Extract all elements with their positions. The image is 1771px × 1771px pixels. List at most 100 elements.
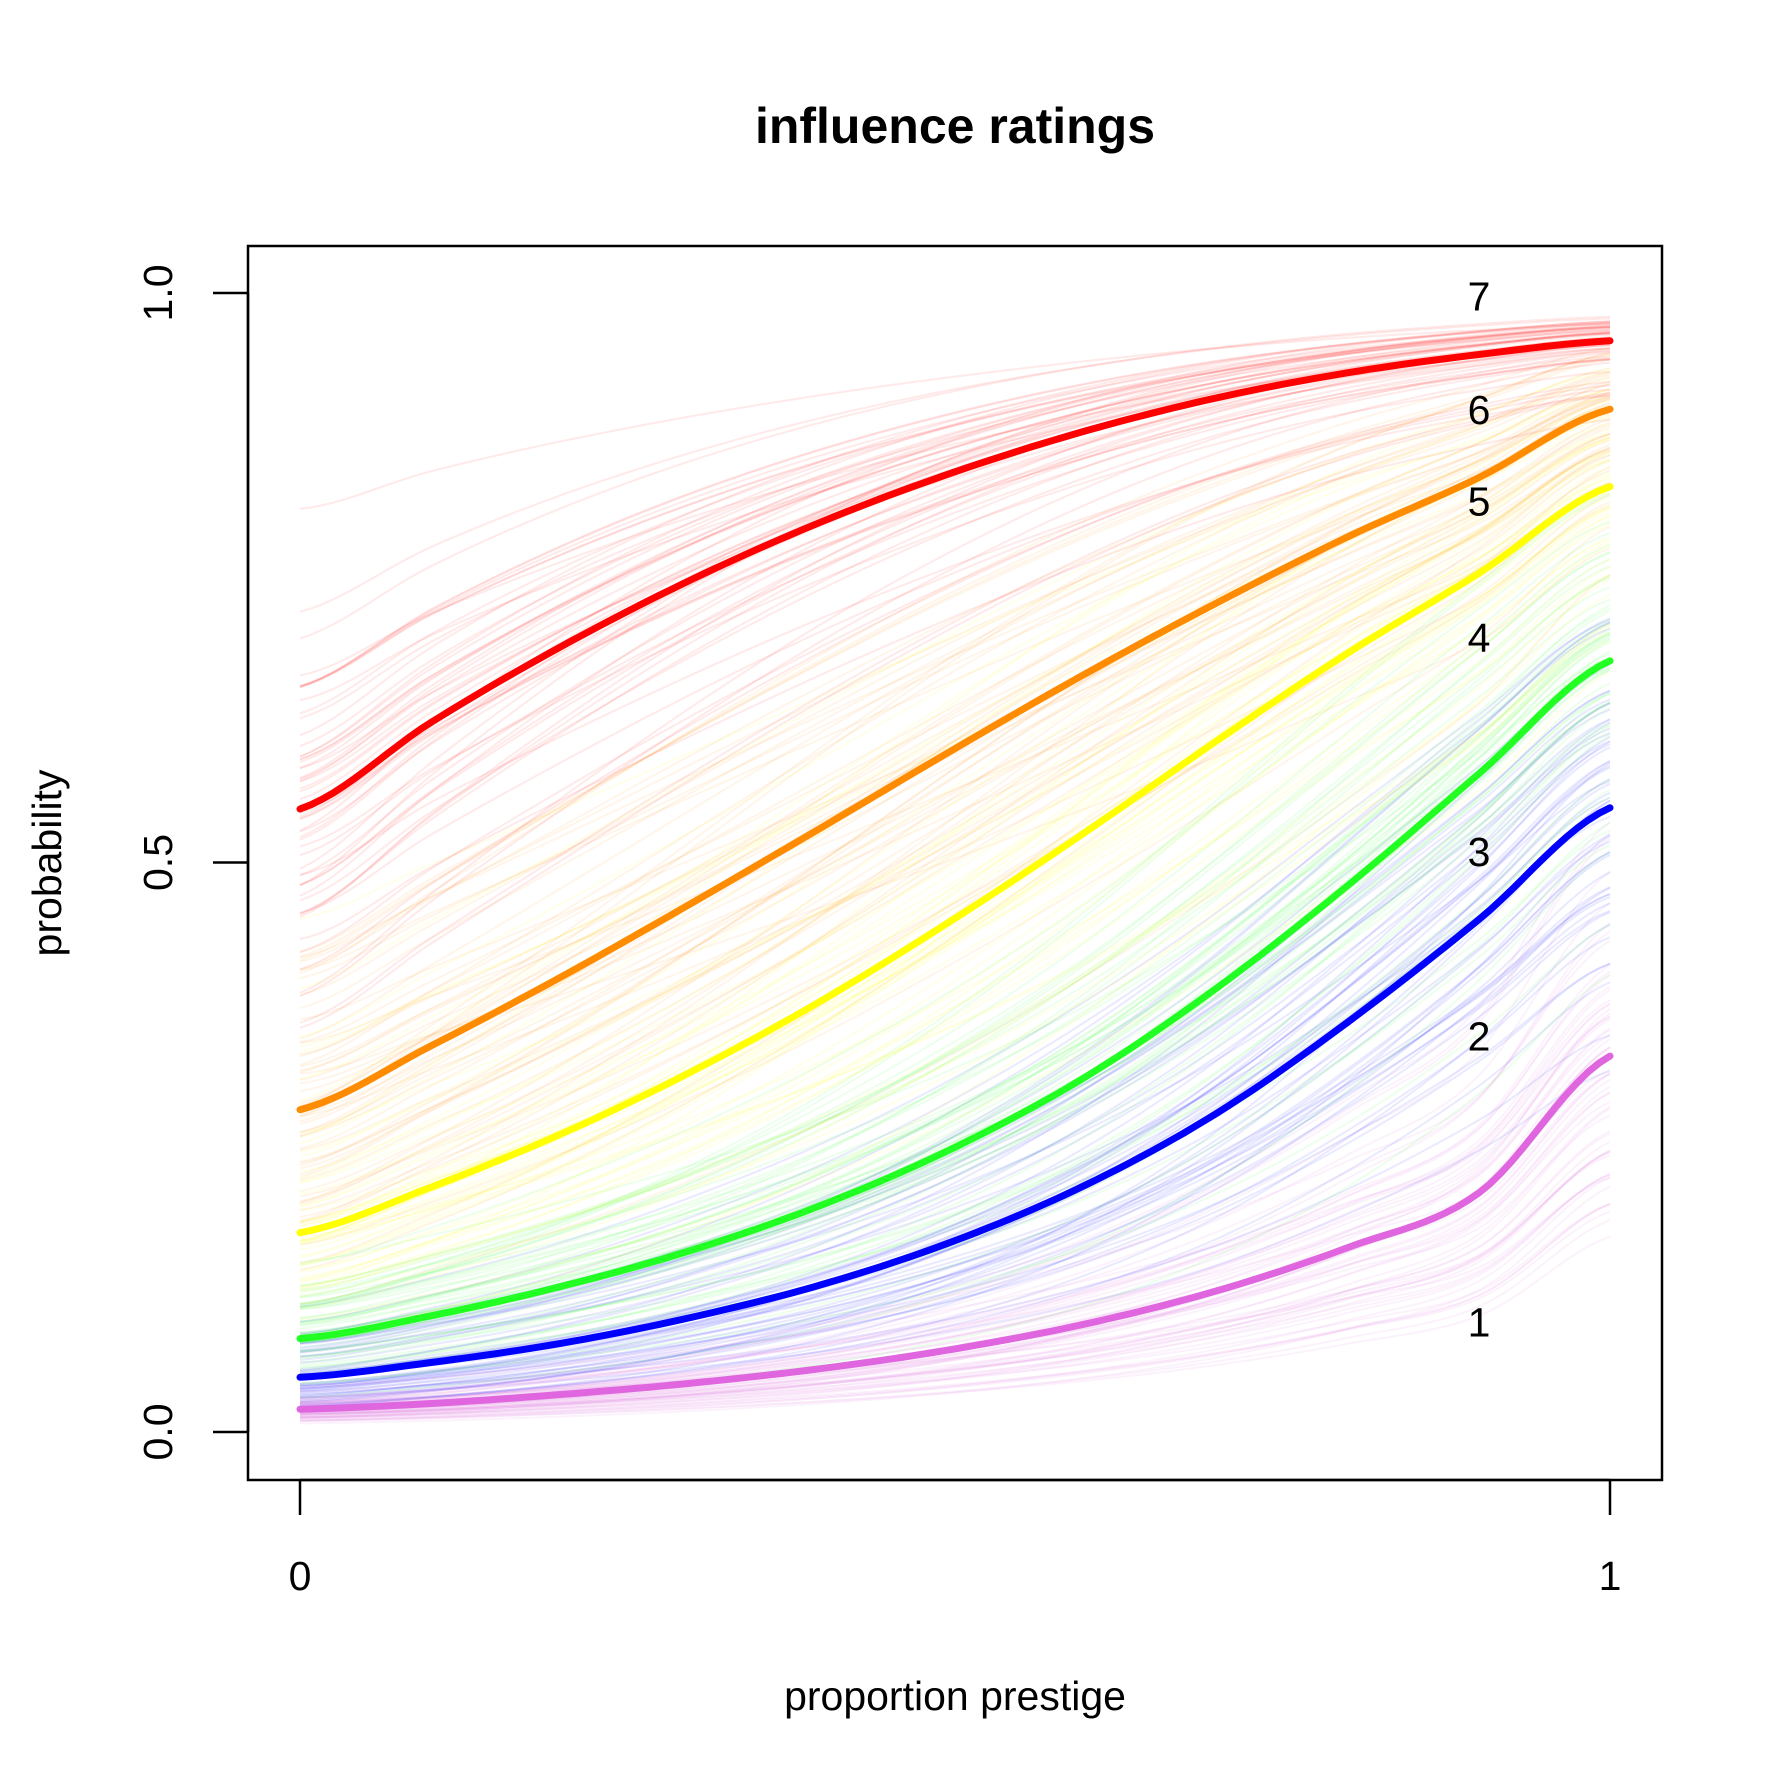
- uncertainty-draw-line: [299, 320, 1611, 832]
- uncertainty-draw-line: [299, 901, 1611, 1404]
- uncertainty-draw-line: [299, 531, 1611, 1299]
- uncertainty-draw-line: [299, 1107, 1611, 1422]
- uncertainty-draw-line: [299, 574, 1611, 1310]
- uncertainty-draw-line: [299, 315, 1611, 640]
- uncertainty-draw-line: [299, 481, 1611, 1134]
- uncertainty-draw-line: [299, 762, 1611, 1404]
- uncertainty-draw-line: [299, 421, 1611, 1224]
- uncertainty-draw-line: [299, 331, 1611, 720]
- uncertainty-draw-line: [299, 622, 1611, 1287]
- uncertainty-draw-line: [299, 330, 1611, 841]
- uncertainty-draw-line: [299, 380, 1611, 971]
- uncertainty-draw-line: [299, 351, 1611, 994]
- series-line-1: [296, 1052, 1614, 1413]
- uncertainty-draw-line: [299, 329, 1611, 689]
- uncertainty-draw-line: [299, 371, 1611, 990]
- uncertainty-draw-line: [299, 377, 1611, 1102]
- uncertainty-draw-line: [299, 1219, 1611, 1423]
- uncertainty-draw-line: [299, 436, 1611, 1267]
- uncertainty-draw-line: [299, 358, 1611, 954]
- uncertainty-draw-line: [299, 322, 1611, 887]
- uncertainty-draw-line: [299, 436, 1611, 1081]
- uncertainty-draw-line: [299, 367, 1611, 971]
- uncertainty-draw-line: [299, 1176, 1611, 1403]
- uncertainty-draw-line: [299, 429, 1611, 1228]
- uncertainty-draw-line: [299, 799, 1611, 1403]
- uncertainty-draw-line: [299, 550, 1611, 1305]
- uncertainty-draw-line: [299, 617, 1611, 1336]
- uncertainty-draw-line: [299, 871, 1611, 1399]
- uncertainty-draw-line: [299, 358, 1611, 807]
- uncertainty-draw-line: [299, 488, 1611, 1184]
- uncertainty-draw-line: [299, 886, 1611, 1387]
- uncertainty-draw-line: [299, 493, 1611, 1211]
- uncertainty-draw-line: [299, 1073, 1611, 1414]
- uncertainty-draw-line: [299, 349, 1611, 915]
- series-line-4: [296, 483, 1614, 1237]
- uncertainty-draw-line: [299, 432, 1611, 1068]
- uncertainty-draw-line: [299, 1016, 1611, 1388]
- series-lines: [296, 337, 1614, 1413]
- uncertainty-draw-line: [299, 525, 1611, 1246]
- uncertainty-draw-line: [299, 350, 1611, 770]
- uncertainty-draw-line: [299, 1173, 1611, 1416]
- uncertainty-draw-line: [299, 374, 1611, 997]
- uncertainty-draw-line: [299, 543, 1611, 1307]
- uncertainty-draw-line: [299, 558, 1611, 1327]
- uncertainty-draw-line: [299, 388, 1611, 1145]
- uncertainty-draw-line: [299, 650, 1611, 1364]
- uncertainty-draw-line: [299, 1034, 1611, 1405]
- uncertainty-draw-line: [299, 323, 1611, 510]
- uncertainty-draw-line: [299, 446, 1611, 1165]
- uncertainty-draw-line: [299, 923, 1611, 1407]
- uncertainty-draw-line: [299, 1015, 1611, 1404]
- uncertainty-draw-line: [299, 970, 1611, 1405]
- category-label: 2: [1468, 1014, 1491, 1060]
- uncertainty-draw-line: [299, 417, 1611, 1205]
- uncertainty-draw-line: [299, 593, 1611, 1291]
- uncertainty-draw-line: [299, 432, 1611, 1134]
- uncertainty-draw-line: [299, 536, 1611, 1232]
- uncertainty-draw-line: [299, 394, 1611, 876]
- uncertainty-draw-line: [299, 496, 1611, 1244]
- uncertainty-draw-line: [299, 446, 1611, 1181]
- uncertainty-draw-line: [299, 796, 1611, 1353]
- uncertainty-draw-line: [299, 924, 1611, 1385]
- uncertainty-draw-line: [299, 1140, 1611, 1419]
- uncertainty-draw-line: [299, 433, 1611, 1048]
- uncertainty-draw-line: [299, 660, 1611, 1310]
- uncertainty-draw-line: [299, 344, 1611, 833]
- uncertainty-draw-line: [299, 573, 1611, 1306]
- uncertainty-draw-line: [299, 401, 1611, 1223]
- uncertainty-draw-line: [299, 930, 1611, 1403]
- uncertainty-draw-line: [299, 449, 1611, 1236]
- uncertainty-draw-line: [299, 962, 1611, 1393]
- uncertainty-draw-line: [299, 689, 1611, 1344]
- uncertainty-draw-line: [299, 372, 1611, 1066]
- category-label: 7: [1468, 273, 1491, 319]
- uncertainty-draw-line: [299, 778, 1611, 1366]
- uncertainty-draw-line: [299, 698, 1611, 1345]
- uncertainty-draw-line: [299, 628, 1611, 1323]
- uncertainty-draw-line: [299, 433, 1611, 1170]
- uncertainty-draw-line: [299, 398, 1611, 1058]
- uncertainty-draw-line: [299, 332, 1611, 761]
- uncertainty-draw-line: [299, 617, 1611, 1325]
- uncertainty-draw-line: [299, 342, 1611, 916]
- uncertainty-draw-line: [299, 963, 1611, 1407]
- uncertainty-draw-line: [299, 326, 1611, 748]
- uncertainty-draw-line: [299, 383, 1611, 1112]
- uncertainty-draw-line: [299, 356, 1611, 958]
- uncertainty-draw-line: [299, 1149, 1611, 1420]
- uncertainty-draw-line: [299, 392, 1611, 1024]
- uncertainty-draw-line: [299, 388, 1611, 1039]
- uncertainty-draw-line: [299, 438, 1611, 1207]
- uncertainty-draw-line: [299, 551, 1611, 1297]
- uncertainty-draw-line: [299, 1235, 1611, 1422]
- uncertainty-draw-line: [299, 450, 1611, 1265]
- uncertainty-draw-line: [299, 477, 1611, 1173]
- uncertainty-draw-line: [299, 657, 1611, 1263]
- uncertainty-draw-line: [299, 395, 1611, 980]
